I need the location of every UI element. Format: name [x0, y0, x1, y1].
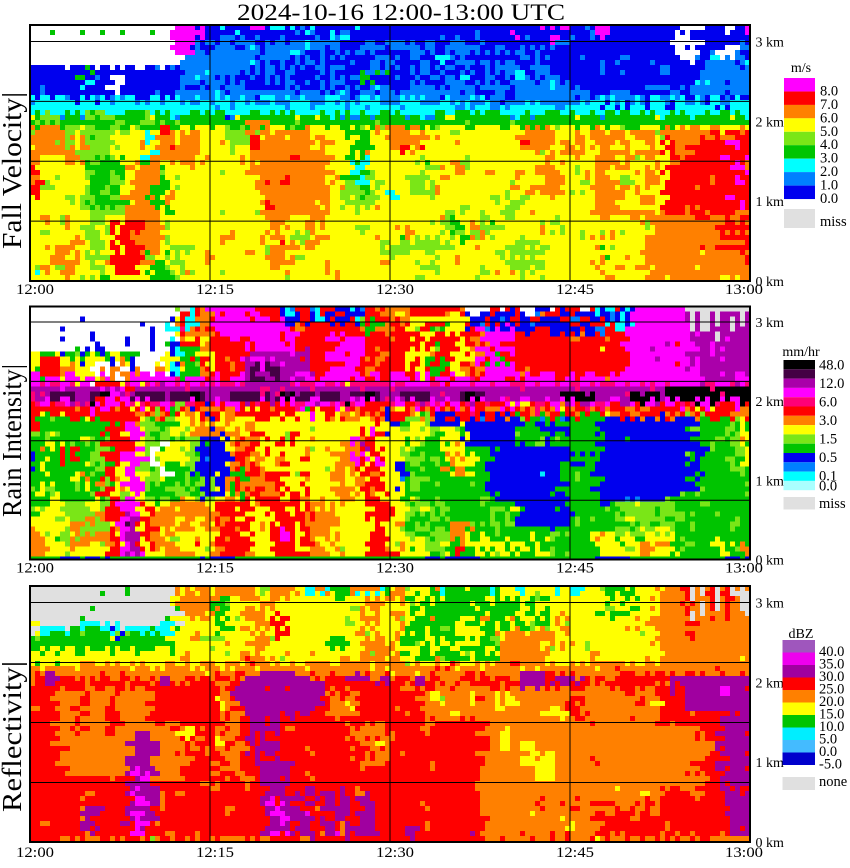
- svg-text:35.0: 35.0: [819, 657, 844, 673]
- svg-text:0.0: 0.0: [820, 191, 838, 207]
- svg-text:0.5: 0.5: [819, 450, 837, 466]
- svg-text:13:00: 13:00: [725, 561, 763, 577]
- svg-text:12:00: 12:00: [16, 282, 54, 298]
- svg-text:m/s: m/s: [791, 61, 811, 76]
- svg-text:1 km: 1 km: [756, 195, 785, 210]
- svg-text:1 km: 1 km: [756, 474, 785, 489]
- svg-text:0.1: 0.1: [819, 469, 837, 485]
- svg-text:12:45: 12:45: [556, 845, 594, 861]
- svg-text:0 km: 0 km: [756, 554, 785, 569]
- svg-text:3 km: 3 km: [756, 597, 785, 612]
- svg-text:7.0: 7.0: [820, 97, 838, 113]
- svg-text:0.0: 0.0: [819, 744, 837, 760]
- svg-text:13:00: 13:00: [725, 282, 763, 298]
- svg-text:5.0: 5.0: [819, 732, 837, 748]
- svg-text:2 km: 2 km: [756, 115, 785, 130]
- svg-text:1.5: 1.5: [819, 432, 837, 448]
- svg-text:40.0: 40.0: [819, 644, 844, 660]
- svg-text:1.0: 1.0: [820, 178, 838, 194]
- svg-text:12:00: 12:00: [16, 845, 54, 861]
- svg-text:3 km: 3 km: [756, 316, 785, 331]
- svg-text:0.0: 0.0: [819, 479, 837, 495]
- svg-text:miss: miss: [820, 214, 847, 230]
- svg-text:12:30: 12:30: [376, 561, 414, 577]
- svg-text:6.0: 6.0: [820, 110, 838, 126]
- svg-text:1 km: 1 km: [756, 756, 785, 771]
- svg-text:miss: miss: [819, 496, 846, 512]
- svg-text:12:15: 12:15: [196, 282, 234, 298]
- svg-text:2024-10-16 12:00-13:00 UTC: 2024-10-16 12:00-13:00 UTC: [237, 0, 565, 25]
- svg-text:dBZ: dBZ: [789, 627, 814, 642]
- svg-text:Fall Velocity|: Fall Velocity|: [0, 92, 27, 249]
- svg-text:15.0: 15.0: [819, 707, 844, 723]
- svg-text:none: none: [819, 774, 847, 790]
- svg-text:3 km: 3 km: [756, 36, 785, 51]
- svg-text:2 km: 2 km: [756, 676, 785, 691]
- svg-text:0 km: 0 km: [756, 275, 785, 290]
- svg-text:12:00: 12:00: [16, 561, 54, 577]
- svg-text:13:00: 13:00: [725, 845, 763, 861]
- svg-text:0 km: 0 km: [756, 836, 785, 851]
- svg-text:Rain Intensity|: Rain Intensity|: [0, 364, 27, 517]
- svg-text:10.0: 10.0: [819, 719, 844, 735]
- svg-text:-5.0: -5.0: [819, 757, 842, 773]
- svg-text:3.0: 3.0: [819, 413, 837, 429]
- svg-text:12:15: 12:15: [196, 561, 234, 577]
- svg-text:5.0: 5.0: [820, 124, 838, 140]
- svg-text:12:45: 12:45: [556, 282, 594, 298]
- svg-text:12:15: 12:15: [196, 845, 234, 861]
- svg-text:12:45: 12:45: [556, 561, 594, 577]
- svg-text:4.0: 4.0: [820, 137, 838, 153]
- svg-text:6.0: 6.0: [819, 395, 837, 411]
- svg-text:20.0: 20.0: [819, 694, 844, 710]
- svg-text:2 km: 2 km: [756, 395, 785, 410]
- svg-text:mm/hr: mm/hr: [782, 345, 820, 360]
- svg-text:48.0: 48.0: [819, 358, 844, 374]
- svg-text:Reflectivity|: Reflectivity|: [0, 661, 27, 812]
- svg-text:25.0: 25.0: [819, 682, 844, 698]
- svg-text:12:30: 12:30: [376, 282, 414, 298]
- svg-text:2.0: 2.0: [820, 164, 838, 180]
- svg-text:12:30: 12:30: [376, 845, 414, 861]
- svg-text:30.0: 30.0: [819, 669, 844, 685]
- svg-text:3.0: 3.0: [820, 151, 838, 167]
- svg-text:12.0: 12.0: [819, 376, 844, 392]
- svg-text:8.0: 8.0: [820, 84, 838, 100]
